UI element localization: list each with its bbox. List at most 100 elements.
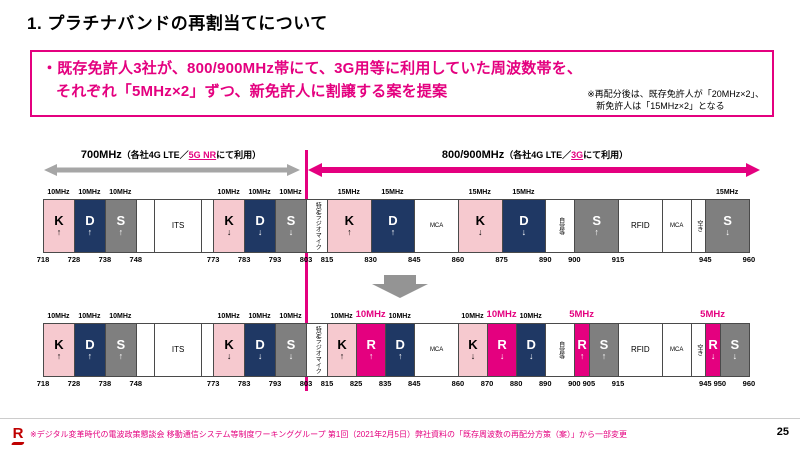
freq-block: RFID [618, 199, 663, 253]
freq-block: K ↓ [213, 199, 246, 253]
frequency-label: 870 [480, 379, 494, 388]
freq-block: K ↑ [43, 323, 75, 377]
uplink-arrow-icon: ↑ [579, 350, 585, 361]
frequency-label: 815 [320, 255, 334, 264]
frequency-label: 845 [408, 255, 421, 264]
freq-block: ITS [154, 199, 202, 253]
band-header-800-900mhz: 800/900MHz（各社4G LTE／3Gにて利用） [310, 145, 760, 163]
block-label: ITS [171, 220, 185, 230]
band-subtitle-700mhz: （各社4G LTE／5G NRにて利用） [122, 150, 261, 160]
block-label: 空き [695, 344, 702, 356]
uplink-arrow-icon: ↑ [601, 350, 607, 361]
frequency-label: 915 [611, 255, 625, 264]
freq-block: 空き [690, 199, 707, 253]
frequency-label: 815 [320, 379, 334, 388]
frequency-label: 803 [299, 379, 313, 388]
downlink-arrow-icon: ↓ [470, 350, 476, 361]
block-label: D [395, 337, 405, 353]
block-label: MCA [670, 222, 684, 229]
bandwidth-label: 10MHz [279, 189, 302, 196]
uplink-arrow-icon: ↑ [87, 226, 93, 237]
downlink-arrow-icon: ↓ [257, 226, 263, 237]
freq-block: R ↑ [574, 323, 590, 377]
freq-block: K ↑ [327, 199, 372, 253]
uplink-arrow-icon: ↑ [118, 226, 124, 237]
uplink-arrow-icon: ↑ [390, 226, 396, 237]
frequency-label: 825 [349, 379, 363, 388]
bandwidth-label: 10MHz [486, 309, 517, 320]
block-label: MCA [429, 222, 444, 229]
freq-block: R ↓ [487, 323, 518, 377]
frequency-label: 773 [206, 379, 220, 388]
subtitle-pre: （各社4G LTE／ [121, 150, 189, 160]
bandwidth-label: 10MHz [388, 313, 411, 320]
bandwidth-label: 10MHz [461, 313, 484, 320]
freq-block: D ↓ [516, 323, 547, 377]
freq-block: D ↑ [73, 323, 106, 377]
bandwidth-label: 10MHz [109, 189, 132, 196]
proposal-box: ・既存免許人3社が、800/900MHz帯にて、3G用等に利用していた周波数帯を… [30, 50, 774, 117]
block-label: R [577, 337, 587, 353]
bandwidth-label: 5MHz [569, 309, 595, 320]
block-label: S [592, 213, 601, 229]
frequency-label: 718 [36, 379, 50, 388]
block-label: S [723, 213, 732, 229]
frequency-label: 860 [451, 379, 465, 388]
rakuten-logo-swoosh [11, 442, 25, 445]
frequency-label: 890 [538, 255, 552, 264]
frequency-label: 748 [129, 255, 143, 264]
freq-block: S ↓ [275, 323, 307, 377]
block-label: RFID [630, 344, 650, 354]
uplink-arrow-icon: ↑ [368, 350, 374, 361]
bandwidth-label: 10MHz [78, 189, 101, 196]
freq-block: 空き [690, 323, 707, 377]
frequency-label: 905 [582, 379, 596, 388]
block-label: K [468, 337, 478, 353]
downlink-arrow-icon: ↓ [732, 350, 738, 361]
frequency-label: 875 [495, 255, 508, 264]
block-label: K [224, 213, 234, 229]
frequency-label: 960 [742, 379, 756, 388]
block-label: RFID [630, 220, 650, 230]
subtitle-post: にて利用） [583, 150, 629, 160]
frequency-label: 773 [206, 255, 220, 264]
freq-block: S ↑ [104, 199, 137, 253]
block-label: S [730, 337, 740, 353]
block-label: K [54, 213, 64, 229]
current-allocation-chart: 10MHz 10MHz 10MHz 10MHz 10MHz 10MHz 15MHz 15MHz… [37, 185, 800, 265]
freq-block: S ↓ [719, 323, 750, 377]
freq-block: 特定ラジオマイク [305, 199, 328, 253]
frequency-label: 915 [611, 379, 625, 388]
freq-block: S ↓ [705, 199, 750, 253]
bandwidth-label: 15MHz [716, 189, 739, 196]
freq-block: MCA [414, 323, 459, 377]
block-label: R [497, 337, 507, 353]
down-arrow-icon [372, 275, 428, 298]
band-header-700mhz: 700MHz（各社4G LTE／5G NRにて利用） [40, 145, 302, 163]
block-label: MCA [670, 346, 684, 353]
block-label: 自営等 [557, 341, 564, 359]
bandwidth-label: 15MHz [468, 189, 491, 196]
downlink-arrow-icon: ↓ [288, 226, 294, 237]
800-900mhz-range-arrow-icon [308, 163, 760, 177]
footer: R ※デジタル変革時代の電波政策懇談会 移動通信システム等制度ワーキンググループ… [0, 418, 800, 451]
frequency-label: 803 [299, 255, 313, 264]
freq-block: R ↓ [705, 323, 721, 377]
uplink-arrow-icon: ↑ [339, 350, 345, 361]
block-label: K [224, 337, 234, 353]
freq-block: S ↓ [275, 199, 307, 253]
uplink-arrow-icon: ↑ [56, 226, 62, 237]
freq-block: MCA [661, 323, 692, 377]
rakuten-logo-letter: R [12, 425, 24, 442]
frequency-label: 960 [742, 255, 756, 264]
bandwidth-label: 10MHz [355, 309, 386, 320]
reallocation-note: ※再配分後は、既存免許人が「20MHz×2」、 新免許人は「15MHz×2」とな… [587, 88, 764, 112]
frequency-label: 835 [378, 379, 392, 388]
freq-block: K ↓ [457, 199, 503, 253]
freq-block [200, 323, 215, 377]
footer-source: ※デジタル変革時代の電波政策懇談会 移動通信システム等制度ワーキンググループ 第… [30, 430, 628, 439]
freq-block [135, 199, 156, 253]
down-arrow-stem [384, 275, 416, 284]
bandwidth-label: 10MHz [78, 313, 101, 320]
